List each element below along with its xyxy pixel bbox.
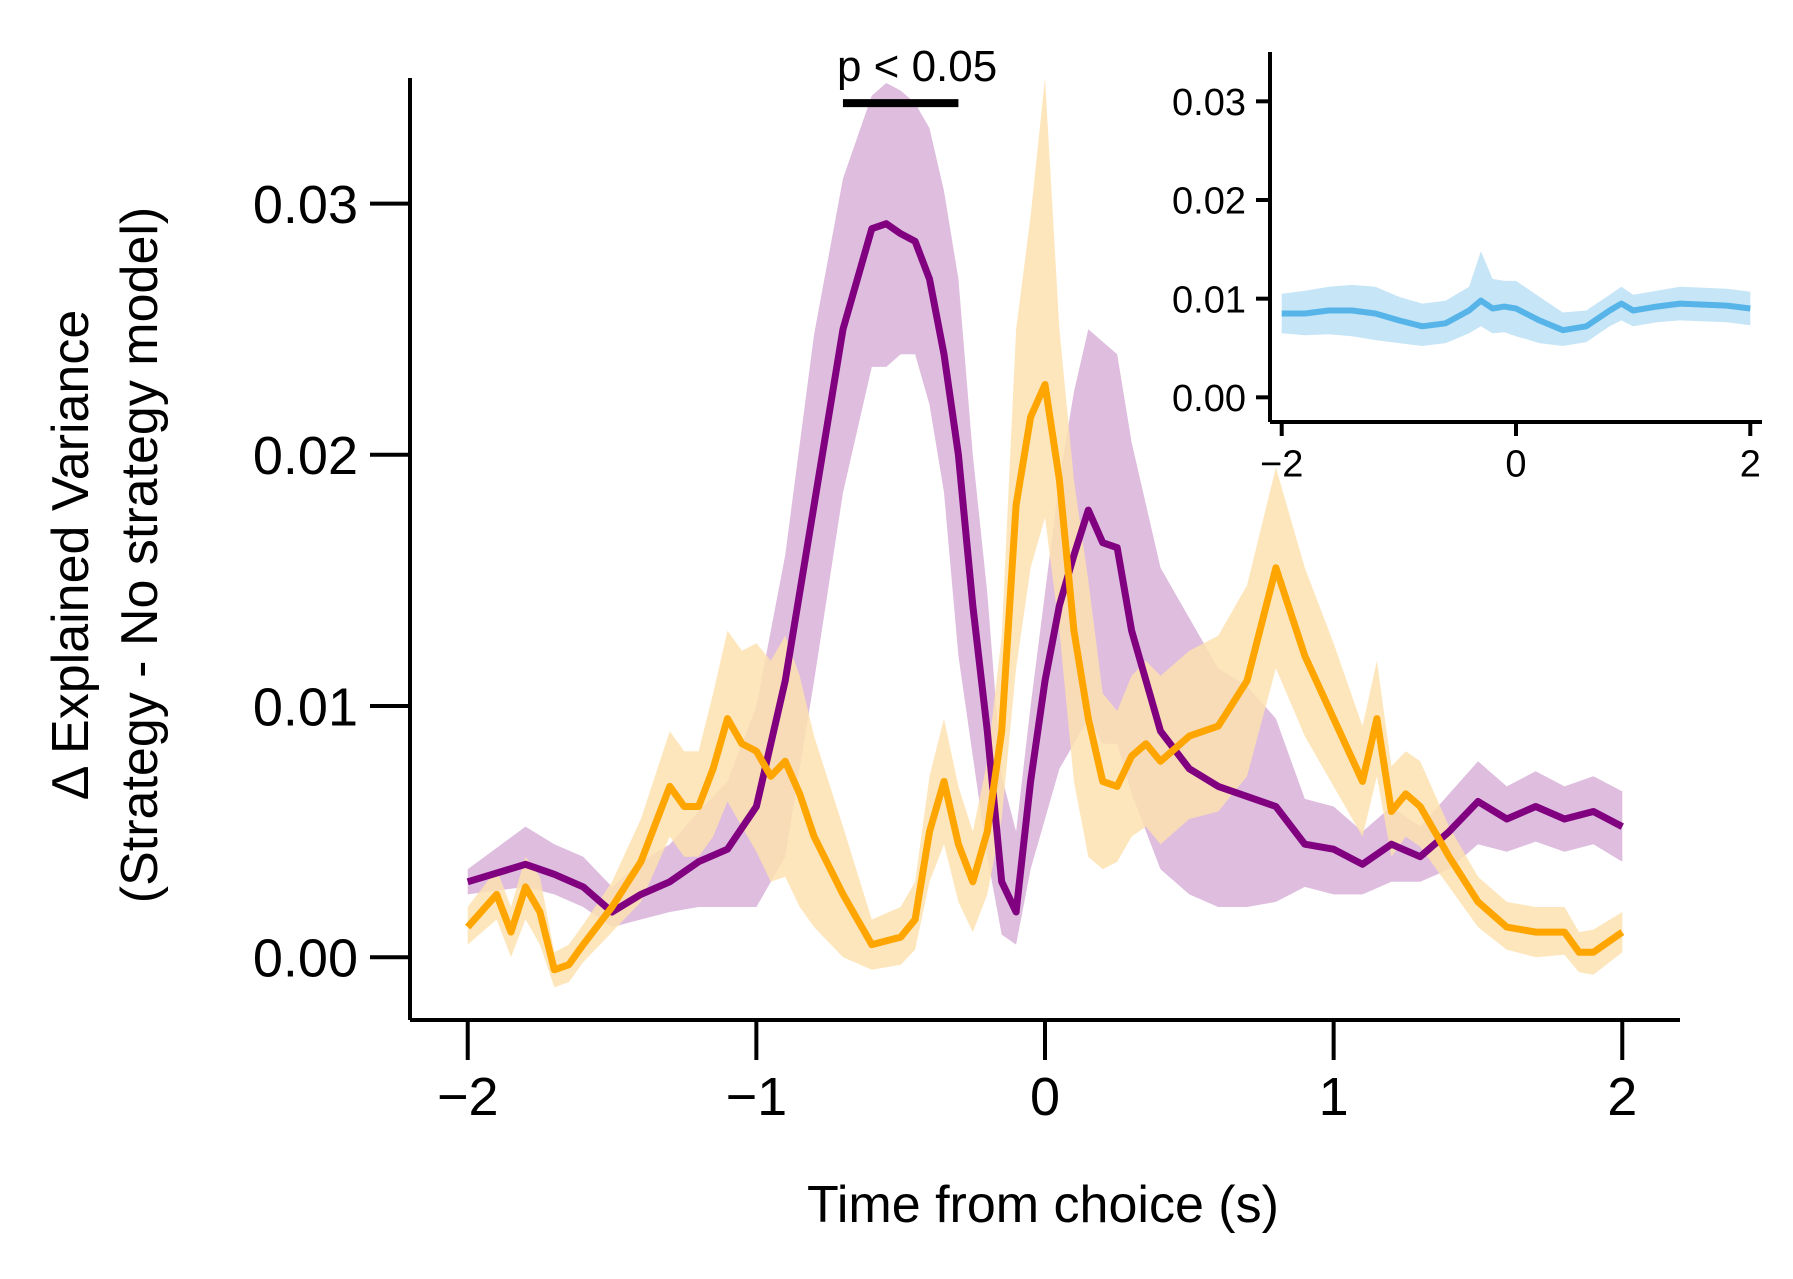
inset-series-0-line	[1281, 297, 1751, 334]
main-x-tick-label: 0	[1030, 1067, 1060, 1127]
inset-y-tick-label: 0.03	[1172, 82, 1246, 124]
inset-plot: 0.00 0.01 0.02 0.03 −2 0 2	[1172, 52, 1762, 485]
x-axis-title: Time from choice (s)	[807, 1176, 1279, 1234]
y-axis-subtitle: (Strategy - No strategy model)	[111, 207, 169, 903]
main-series-1-band	[467, 78, 1623, 988]
inset-x-tick-label: −2	[1260, 443, 1303, 485]
significance-label: p < 0.05	[837, 42, 997, 91]
inset-y-tick-label: 0.01	[1172, 279, 1246, 321]
inset-y-tick-label: 0.02	[1172, 181, 1246, 223]
main-y-tick-label: 0.02	[253, 426, 358, 486]
main-y-tick-label: 0.01	[253, 677, 358, 737]
main-series-1-line	[465, 381, 1625, 974]
main-x-tick-label: 1	[1319, 1067, 1349, 1127]
main-x-tick-label: −2	[437, 1067, 499, 1127]
main-x-tick-label: 2	[1607, 1067, 1637, 1127]
inset-y-tick-label: 0.00	[1172, 378, 1246, 420]
main-y-tick-label: 0.03	[253, 175, 358, 235]
main-x-tick-label: −1	[726, 1067, 788, 1127]
y-axis-title: Δ Explained Variance	[42, 310, 100, 801]
inset-series-0-band	[1281, 251, 1751, 346]
main-y-tick-label: 0.00	[253, 929, 358, 989]
main-series-0-line	[466, 220, 1624, 916]
main-plot: 0.00 0.01 0.02 0.03 −2 −1 0 1 2 p < 0.05 Time fr…	[42, 42, 1680, 1234]
inset-x-tick-label: 0	[1505, 443, 1526, 485]
inset-x-tick-label: 2	[1740, 443, 1761, 485]
